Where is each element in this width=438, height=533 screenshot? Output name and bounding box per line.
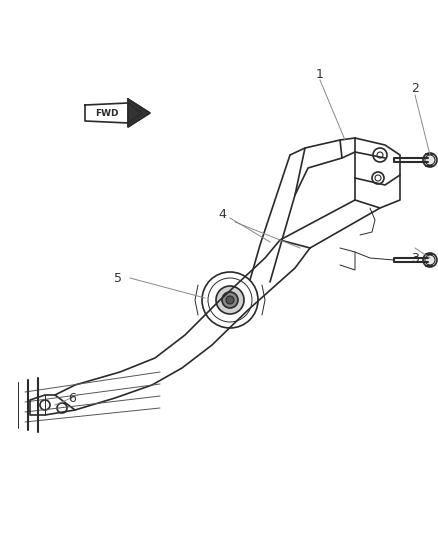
Text: 2: 2: [411, 82, 419, 94]
Text: 3: 3: [411, 252, 419, 264]
Circle shape: [222, 292, 238, 308]
Text: FWD: FWD: [95, 109, 119, 117]
Polygon shape: [128, 99, 150, 127]
Text: 5: 5: [114, 271, 122, 285]
Text: 4: 4: [218, 208, 226, 222]
Circle shape: [216, 286, 244, 314]
Circle shape: [226, 296, 234, 304]
Circle shape: [423, 153, 437, 167]
Text: 6: 6: [68, 392, 76, 405]
Text: 1: 1: [316, 69, 324, 82]
Circle shape: [423, 253, 437, 267]
